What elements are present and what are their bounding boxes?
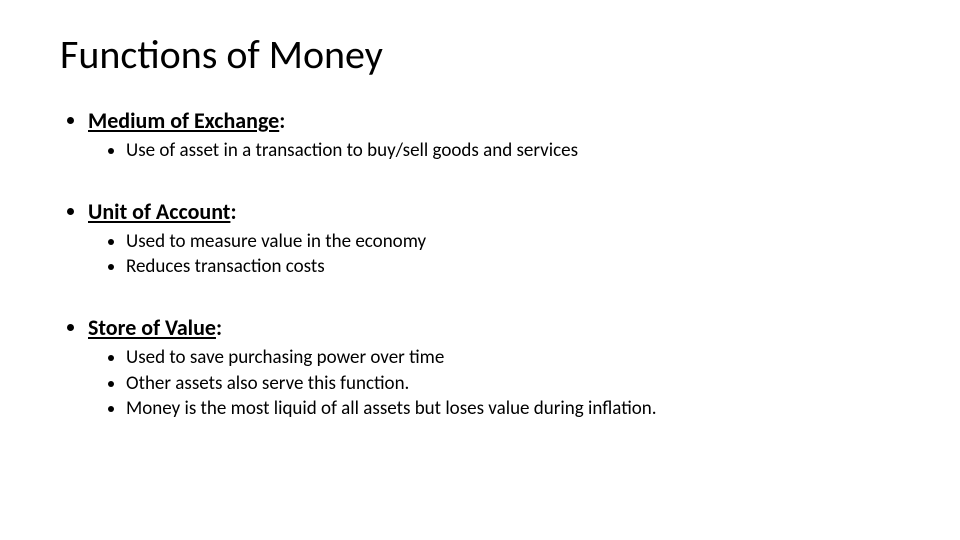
point-item: Other assets also serve this function. [126,371,900,397]
section-medium-of-exchange: Medium of Exchange: Use of asset in a tr… [88,107,900,164]
section-unit-of-account: Unit of Account: Used to measure value i… [88,198,900,280]
section-points: Used to save purchasing power over time … [88,345,900,422]
point-item: Money is the most liquid of all assets b… [126,396,900,422]
point-item: Used to save purchasing power over time [126,345,900,371]
point-item: Reduces transaction costs [126,254,900,280]
heading-suffix: : [230,198,236,225]
spacer [88,168,900,194]
point-item: Used to measure value in the economy [126,229,900,255]
slide: Functions of Money Medium of Exchange: U… [0,0,960,540]
point-item: Use of asset in a transaction to buy/sel… [126,138,900,164]
section-points: Used to measure value in the economy Red… [88,229,900,280]
heading-suffix: : [216,314,222,341]
spacer [88,284,900,310]
slide-title: Functions of Money [60,30,900,79]
heading-suffix: : [279,107,285,134]
section-heading: Store of Value [88,314,216,341]
content-list: Medium of Exchange: Use of asset in a tr… [60,107,900,422]
section-heading: Medium of Exchange [88,107,279,134]
section-points: Use of asset in a transaction to buy/sel… [88,138,900,164]
section-store-of-value: Store of Value: Used to save purchasing … [88,314,900,422]
section-heading: Unit of Account [88,198,230,225]
